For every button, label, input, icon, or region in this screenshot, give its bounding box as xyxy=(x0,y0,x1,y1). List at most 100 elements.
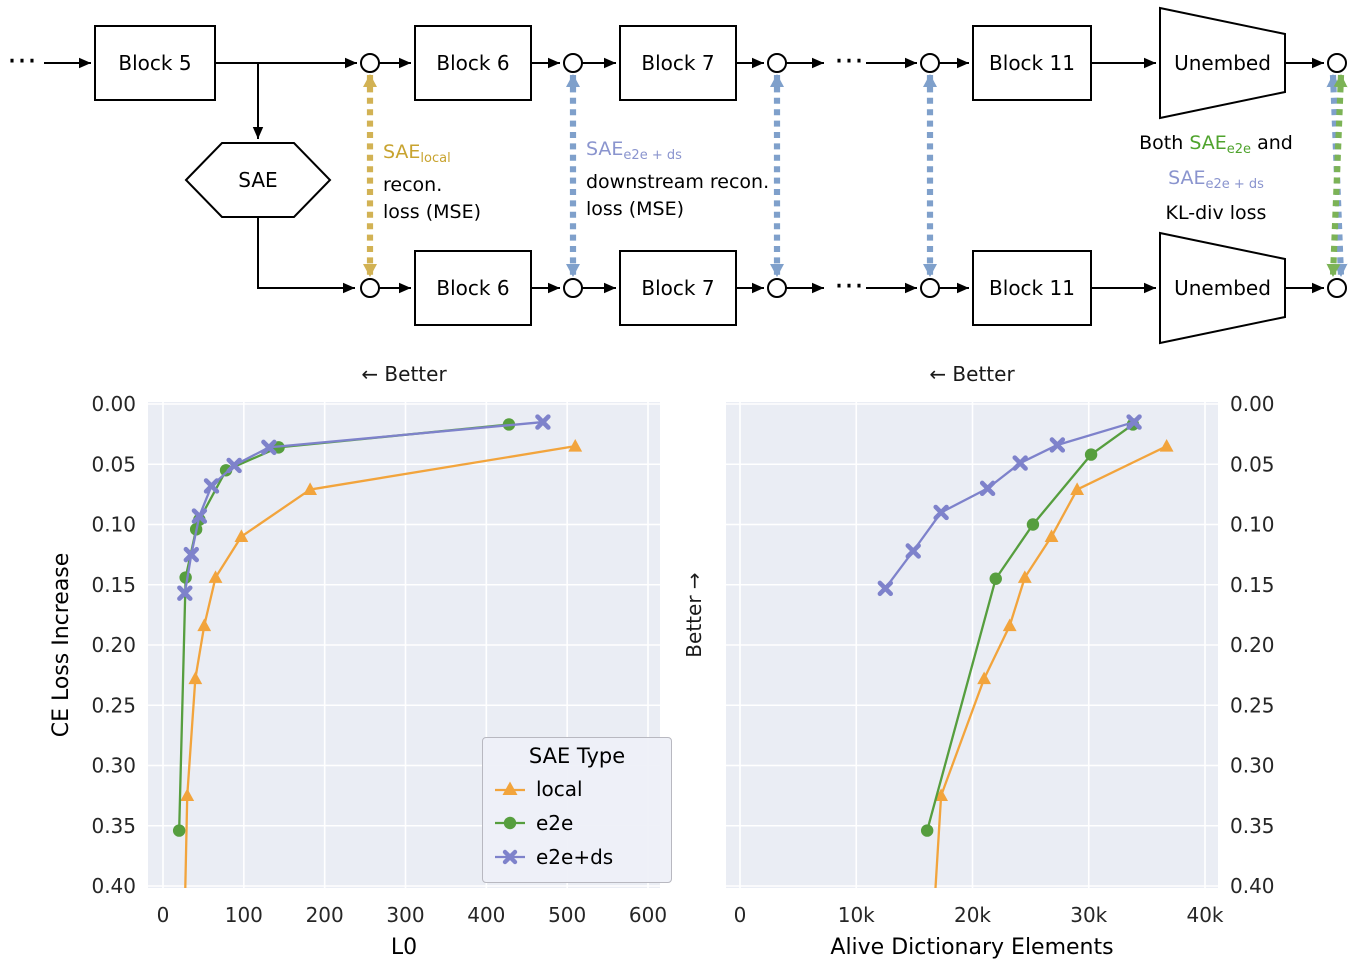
marker-triangle-local xyxy=(1159,438,1174,452)
y-tick-label: 0.00 xyxy=(91,392,136,416)
y-tick-label: 0.10 xyxy=(91,513,136,537)
y-axis-label: CE Loss Increase xyxy=(49,553,74,738)
x-marker-icon xyxy=(495,849,525,865)
flow-arrows xyxy=(44,57,1324,294)
marker-circle-e2e xyxy=(1026,518,1040,531)
marker-triangle-local xyxy=(197,618,212,632)
ellipsis-leading: ⋯ xyxy=(7,43,37,78)
circle-marker-icon xyxy=(495,816,525,830)
marker-circle-e2e xyxy=(172,824,186,837)
block7-top-label: Block 7 xyxy=(641,51,715,75)
local-recon-loss-label: SAElocal recon. loss (MSE) xyxy=(383,139,481,226)
legend-label-e2e: e2e xyxy=(536,811,574,835)
block7-bottom-box xyxy=(619,250,737,326)
sae-e2e-ds-blue-text: SAEe2e + ds xyxy=(1168,167,1264,192)
residual-node xyxy=(360,278,380,298)
y-tick-label: 0.30 xyxy=(1230,754,1275,778)
legend-item-e2e: e2e xyxy=(493,806,661,840)
marker-x-e2e+ds xyxy=(1049,437,1066,453)
unembed-top-trapezoid xyxy=(1159,6,1286,120)
marker-x-e2e+ds xyxy=(261,439,277,456)
downstream-loss-label: SAEe2e + ds downstream recon. loss (MSE) xyxy=(586,136,769,223)
y-tick-label: 0.25 xyxy=(1230,693,1275,717)
marker-x-e2e+ds xyxy=(203,478,220,494)
y-tick-label: 0.35 xyxy=(1230,814,1275,838)
marker-circle-e2e xyxy=(219,464,233,477)
diagram-nodes xyxy=(94,6,1347,345)
marker-x-e2e+ds xyxy=(1012,455,1028,471)
legend-title: SAE Type xyxy=(528,744,626,768)
better-annotation-side: Better → xyxy=(682,572,706,657)
sae-output-path xyxy=(257,217,355,294)
sae-hexagon xyxy=(184,142,332,218)
kl-line2: SAEe2e + ds xyxy=(1102,164,1330,199)
block11-top-box xyxy=(972,25,1092,101)
marker-triangle-local xyxy=(180,788,195,802)
x-tick-label: 500 xyxy=(548,903,586,927)
marker-x-e2e+ds xyxy=(1126,414,1142,430)
residual-node xyxy=(563,53,583,73)
legend-label-e2e-ds: e2e+ds xyxy=(536,845,614,869)
block7-top-box xyxy=(619,25,737,101)
block6-bottom-box xyxy=(414,250,532,326)
unembed-bottom-trapezoid xyxy=(1159,231,1286,345)
y-tick-label: 0.00 xyxy=(1230,392,1275,416)
block11-top-label: Block 11 xyxy=(989,51,1075,75)
block5-label: Block 5 xyxy=(118,51,192,75)
y-tick-label: 0.15 xyxy=(91,573,136,597)
block6-bottom-label: Block 6 xyxy=(436,276,510,300)
marker-x-e2e+ds xyxy=(877,580,894,597)
marker-triangle-local xyxy=(934,788,949,802)
better-annotation-top: ← Better xyxy=(929,362,1015,386)
marker-triangle-local xyxy=(1044,529,1059,542)
residual-node xyxy=(1327,53,1347,73)
better-annotation-top: ← Better xyxy=(361,362,447,386)
block11-bottom-label: Block 11 xyxy=(989,276,1075,300)
local-recon-line3: loss (MSE) xyxy=(383,201,482,223)
y-tick-label: 0.40 xyxy=(91,874,136,898)
y-tick-label: 0.05 xyxy=(1230,452,1275,476)
kl-loss-arrow-blue xyxy=(1326,74,1348,277)
marker-x-e2e+ds xyxy=(933,504,949,521)
legend-item-local: local xyxy=(493,772,661,806)
x-tick-label: 100 xyxy=(225,903,263,927)
residual-node xyxy=(767,278,787,298)
marker-x-e2e+ds xyxy=(979,480,996,497)
x-tick-label: 30k xyxy=(1070,903,1107,927)
marker-x-e2e+ds xyxy=(191,508,208,524)
y-tick-label: 0.10 xyxy=(1230,513,1275,537)
x-axis-label: Alive Dictionary Elements xyxy=(830,935,1113,960)
y-tick-label: 0.30 xyxy=(91,754,136,778)
legend: SAE Type local e2e e2e+ds xyxy=(482,737,672,883)
block11-bottom-box xyxy=(972,250,1092,326)
series-line-local xyxy=(934,445,1168,888)
x-tick-label: 300 xyxy=(386,903,424,927)
residual-node xyxy=(360,53,380,73)
marker-triangle-local xyxy=(1002,618,1017,632)
x-tick-label: 200 xyxy=(306,903,344,927)
marker-triangle-local xyxy=(1070,482,1085,495)
x-tick-label: 10k xyxy=(838,903,875,927)
kl-line1: Both SAEe2e and xyxy=(1139,132,1293,157)
kl-loss-label: Both SAEe2e and SAEe2e + ds KL-div loss xyxy=(1102,129,1330,228)
unembed-bottom-label: Unembed xyxy=(1174,276,1271,300)
marker-triangle-local xyxy=(977,671,992,685)
y-tick-label: 0.20 xyxy=(91,633,136,657)
series-group xyxy=(877,414,1174,916)
marker-triangle-local xyxy=(178,903,192,916)
marker-triangle-local xyxy=(568,438,583,452)
marker-x-e2e+ds xyxy=(183,546,199,563)
block6-top-label: Block 6 xyxy=(436,51,510,75)
marker-circle-e2e xyxy=(989,572,1002,585)
residual-node xyxy=(920,53,940,73)
charts-svg: 0 100 200 300 400 500 6000.000.050.100.150.200… xyxy=(49,362,1275,960)
x-tick-label: 0 xyxy=(734,903,747,927)
ellipsis-top: ⋯ xyxy=(834,43,864,78)
residual-node xyxy=(1327,278,1347,298)
x-tick-label: 20k xyxy=(954,903,991,927)
marker-triangle-local xyxy=(927,903,941,916)
y-tick-label: 0.20 xyxy=(1230,633,1275,657)
ellipsis-bottom: ⋯ xyxy=(834,268,864,303)
downstream-line3: loss (MSE) xyxy=(586,198,685,220)
